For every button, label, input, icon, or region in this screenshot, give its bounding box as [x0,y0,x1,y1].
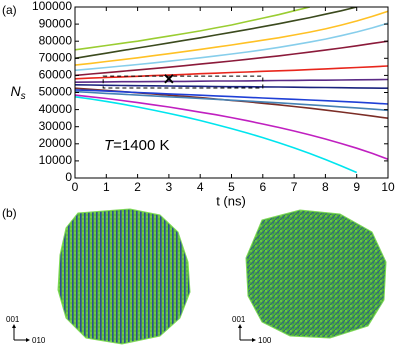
orientation-label: 001 [232,315,246,324]
annotation-variable: T [104,137,115,154]
y-tick-label: 50000 [39,85,73,99]
orientation-label: 100 [258,336,272,345]
y-tick-label: 60000 [39,68,73,82]
y-tick-label: 90000 [39,16,73,30]
data-line [75,84,388,89]
data-line [75,40,388,77]
y-tick-label: 100000 [32,0,72,13]
orientation-axes: 001 010 [6,315,46,345]
marker [164,74,174,84]
x-tick-label: 3 [166,180,173,194]
y-axis-label: Ns [10,83,25,102]
atomistic-image [57,208,191,345]
annotation-text: =1400 K [113,137,169,154]
y-tick-label: 10000 [39,153,73,167]
panel-label: (a) [2,3,17,17]
data-line [75,10,388,66]
y-label-main: N [10,83,21,99]
x-tick-label: 5 [228,180,235,194]
x-axis-label: t (ns) [216,193,246,208]
x-tick-label: 8 [322,180,329,194]
data-line [75,78,388,83]
x-tick-label: 6 [259,180,266,194]
x-tick-label: 2 [134,180,141,194]
x-tick-label: 10 [381,180,395,194]
y-tick-label: 30000 [39,119,73,133]
x-tick-label: 0 [72,180,79,194]
atomistic-image [245,209,387,339]
data-line [75,22,388,72]
y-label-sub: s [21,91,26,102]
data-line [75,87,388,119]
x-tick-label: 7 [291,180,298,194]
data-line [75,65,388,80]
x-tick-label: 4 [197,180,204,194]
data-line [75,89,388,105]
series-group [75,7,388,174]
y-tick-label: 20000 [39,136,73,150]
data-line [75,7,357,60]
y-tick-label: 70000 [39,50,73,64]
y-tick-label: 0 [65,170,72,184]
y-tick-label: 80000 [39,33,73,47]
orientation-label: 001 [6,315,20,324]
highlight-box [102,75,264,89]
orientation-label: 010 [32,336,46,345]
orientation-axes: 001 100 [232,315,272,345]
data-line [75,96,358,174]
y-tick-label: 40000 [39,102,73,116]
data-line [75,7,310,51]
panel-label: (b) [2,206,17,220]
data-line [75,94,388,160]
annotation: T=1400 K [104,137,169,154]
x-tick-label: 1 [103,180,110,194]
data-line [75,90,388,112]
plot-area [75,7,388,174]
x-tick-label: 9 [353,180,360,194]
